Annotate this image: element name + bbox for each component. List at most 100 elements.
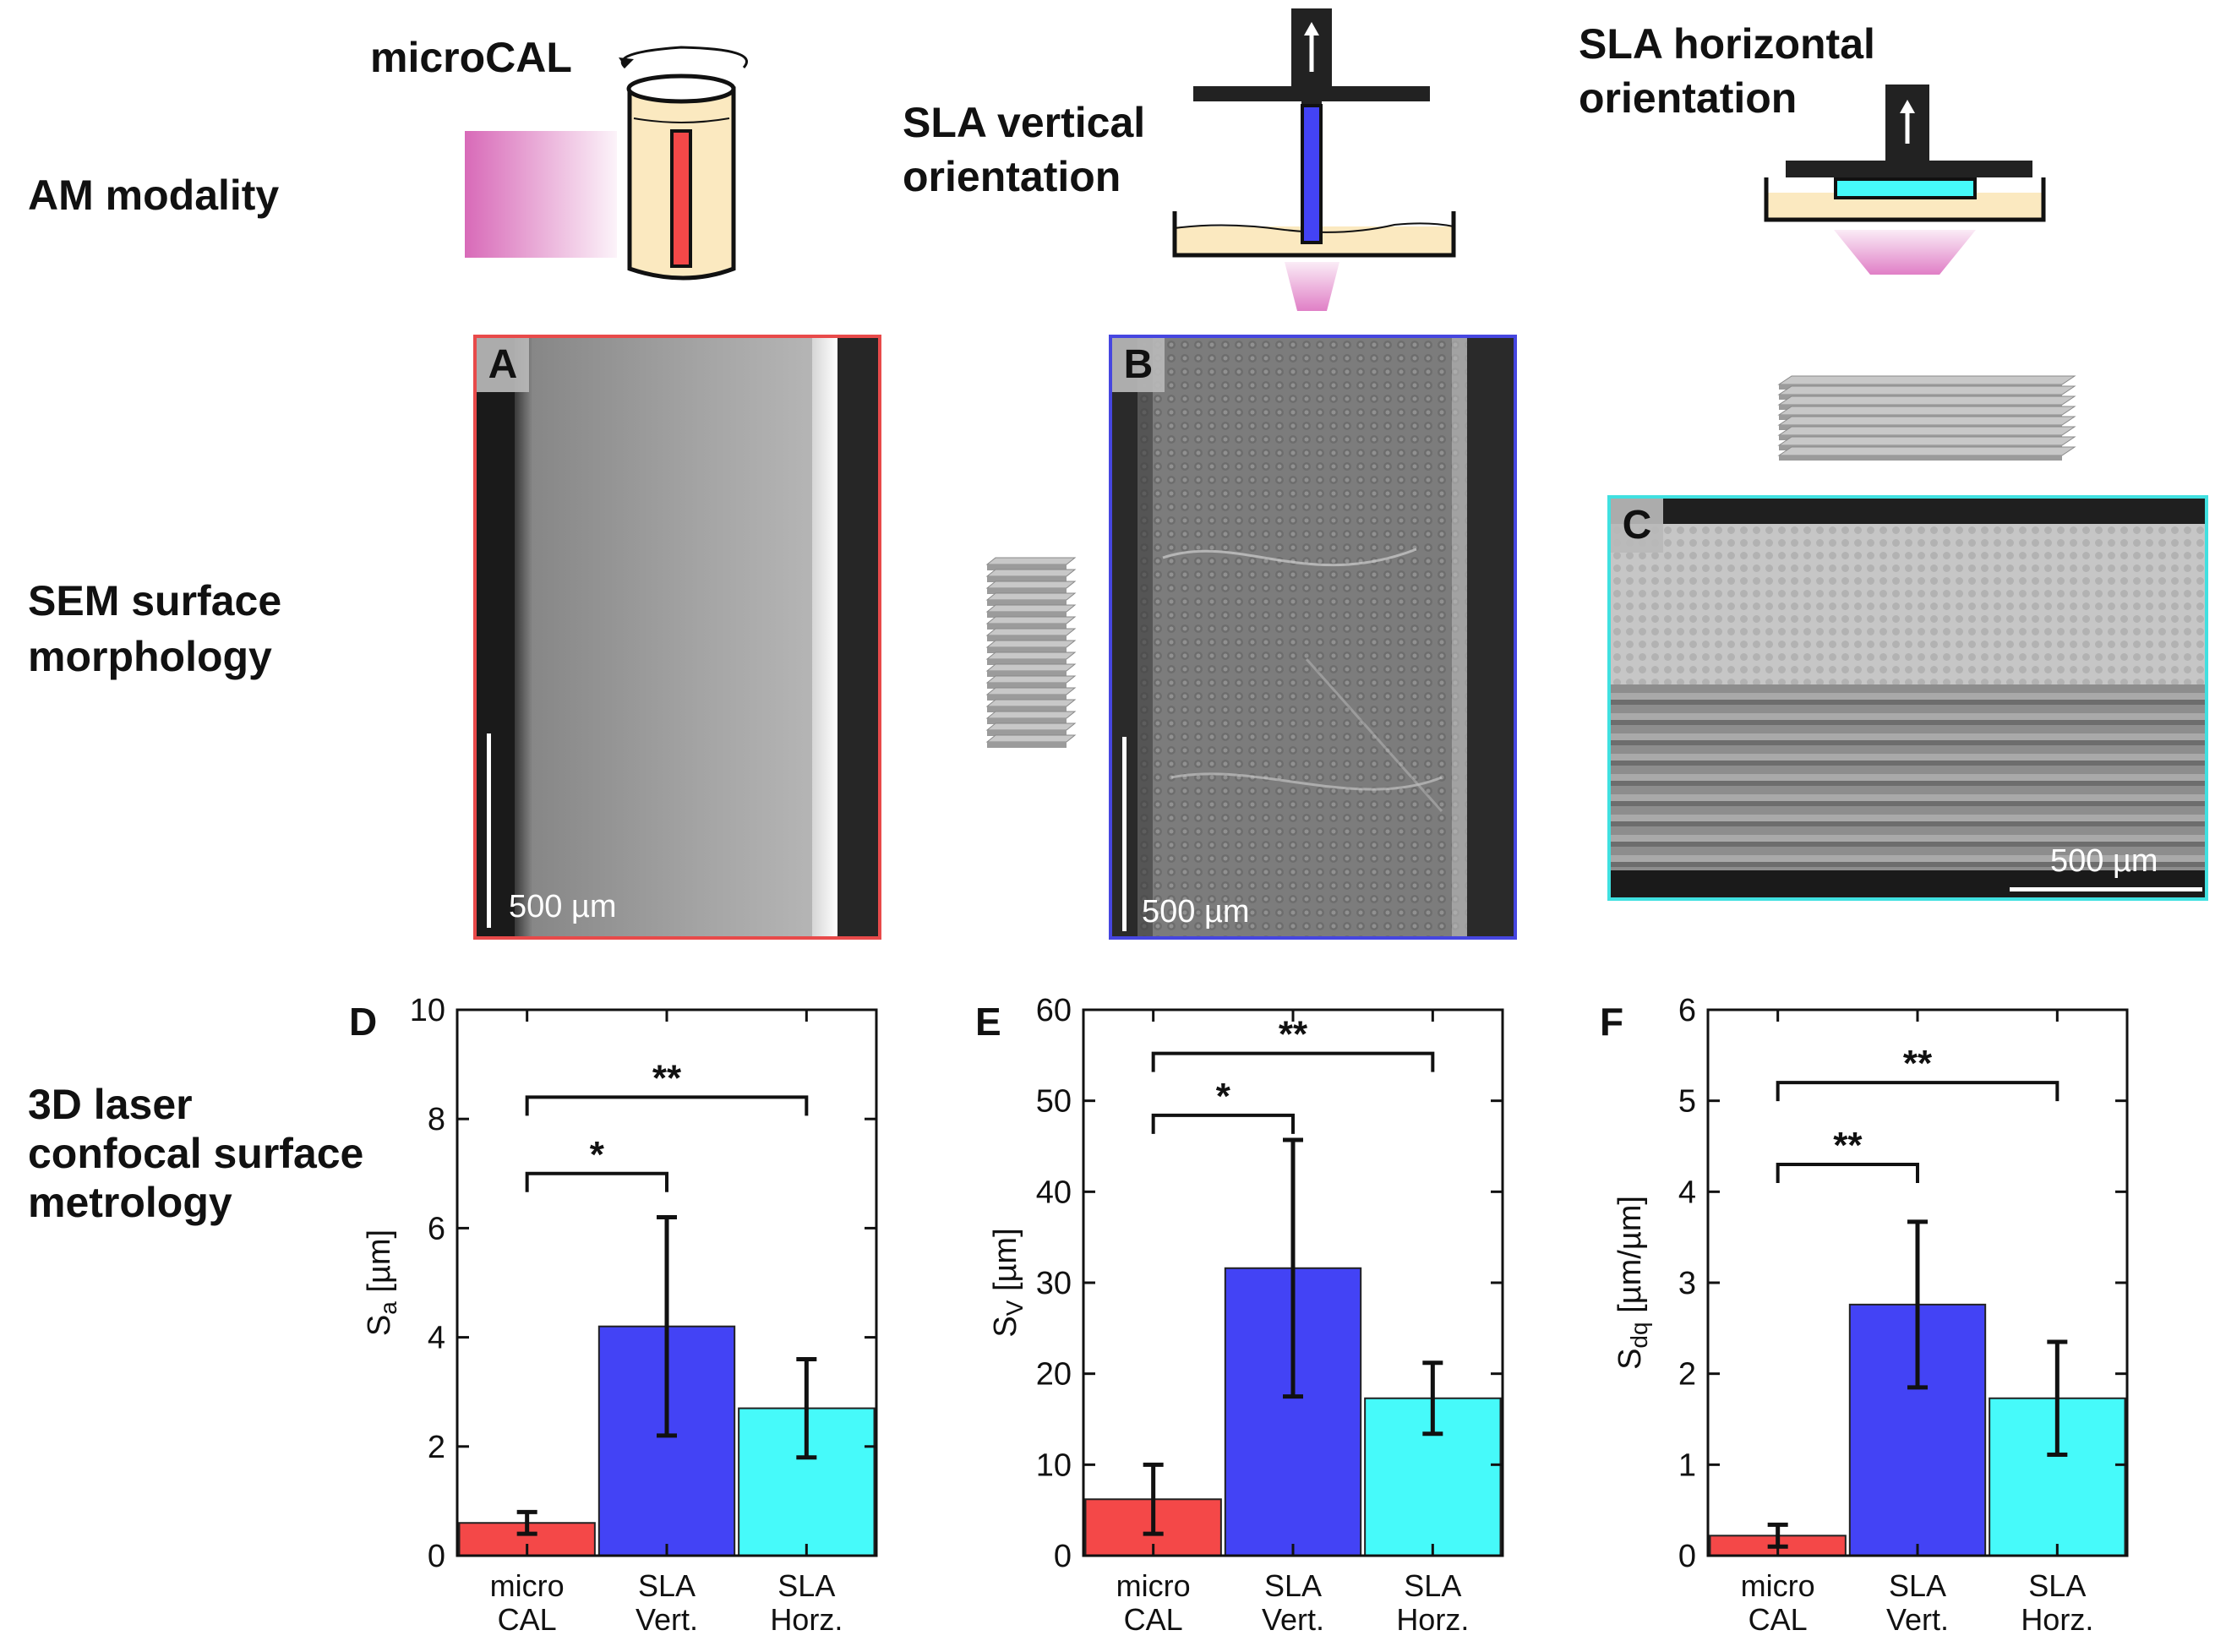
y-tick-label: 20 xyxy=(1036,1357,1072,1393)
y-tick-label: 4 xyxy=(1678,1175,1696,1210)
sem-image-a: A 500 µm xyxy=(473,335,881,940)
microcal-schematic xyxy=(465,46,748,281)
y-tick-label: 5 xyxy=(1678,1084,1696,1120)
x-tick-label: micro xyxy=(1741,1568,1815,1603)
y-axis-label: Sa [µm] xyxy=(362,1229,401,1336)
scale-label-b: 500 µm xyxy=(1142,894,1250,930)
sla-vertical-label: SLA vertical orientation xyxy=(903,99,1146,200)
scale-bar-c xyxy=(2010,887,2202,891)
scale-label-a: 500 µm xyxy=(509,889,617,924)
significance-label: ** xyxy=(1903,1043,1933,1084)
stack-layer-edge xyxy=(987,564,1067,570)
light-projection-horizontal xyxy=(1834,230,1976,275)
significance-bracket xyxy=(1151,1051,1435,1072)
build-plate-vertical xyxy=(1193,86,1430,101)
x-tick-label: CAL xyxy=(1124,1602,1183,1637)
stack-layer-edge xyxy=(987,742,1067,748)
stack-layer-edge xyxy=(987,624,1067,630)
x-tick-label: SLA xyxy=(2028,1568,2086,1603)
light-projection-left xyxy=(465,131,617,258)
x-tick-label: micro xyxy=(1116,1568,1191,1603)
sem-image-b: B 500 µm xyxy=(1109,335,1517,940)
stack-layer-edge xyxy=(987,647,1067,653)
y-axis-label: Sdq [µm/µm] xyxy=(1612,1196,1652,1370)
y-tick-label: 4 xyxy=(428,1321,445,1356)
light-projection-vertical xyxy=(1285,262,1339,311)
stack-layer-edge xyxy=(987,706,1067,712)
stack-layer-edge xyxy=(987,659,1067,665)
row-label-am-modality: AM modality xyxy=(28,172,280,219)
x-tick-label: Horz. xyxy=(2021,1602,2093,1637)
vial-opening xyxy=(626,74,736,104)
x-tick-label: SLA xyxy=(638,1568,696,1603)
significance-bracket xyxy=(525,1095,809,1116)
significance-bracket xyxy=(1151,1113,1295,1134)
y-tick-label: 3 xyxy=(1678,1266,1696,1301)
scale-bar-b xyxy=(1122,737,1127,931)
stack-layer-edge xyxy=(987,730,1067,736)
sla-horizontal-schematic xyxy=(1764,85,2046,275)
y-tick-label: 2 xyxy=(1678,1357,1696,1393)
x-tick-label: Vert. xyxy=(1886,1602,1949,1637)
y-axis-label: SV [µm] xyxy=(988,1228,1028,1337)
y-tick-label: 10 xyxy=(1036,1448,1072,1483)
y-tick-label: 0 xyxy=(428,1539,445,1574)
x-tick-label: Horz. xyxy=(1396,1602,1469,1637)
y-tick-label: 10 xyxy=(410,993,445,1028)
row-label-sem-morphology: SEM surface morphology xyxy=(28,577,282,680)
microcal-label: microCAL xyxy=(370,34,572,81)
scale-label-c: 500 µm xyxy=(2050,843,2158,879)
scale-bar-a xyxy=(487,733,491,928)
printed-part-blue xyxy=(1301,104,1323,244)
significance-label: ** xyxy=(652,1057,682,1099)
stack-layer-edge xyxy=(987,612,1067,618)
printed-part-cyan xyxy=(1834,177,1977,199)
y-tick-label: 0 xyxy=(1054,1539,1072,1574)
x-tick-label: CAL xyxy=(498,1602,557,1637)
x-tick-label: SLA xyxy=(1889,1568,1946,1603)
significance-label: ** xyxy=(1279,1014,1308,1055)
layer-stack-vertical-icon xyxy=(985,557,1077,748)
y-tick-label: 6 xyxy=(428,1211,445,1246)
stack-layer-edge xyxy=(1779,455,2062,461)
significance-label: * xyxy=(590,1134,605,1175)
sla-vertical-schematic xyxy=(1172,8,1456,311)
y-tick-label: 30 xyxy=(1036,1266,1072,1301)
stack-layer-edge xyxy=(987,683,1067,689)
stack-layer-edge xyxy=(987,600,1067,606)
chart-e: 0102030405060microCALSLAVert.SLAHorz.SV … xyxy=(975,993,1504,1637)
panel-letter: D xyxy=(349,1000,377,1044)
stack-layer-edge xyxy=(987,695,1067,701)
stack-layer-edge xyxy=(987,576,1067,582)
printed-part-red xyxy=(670,129,692,268)
y-tick-label: 50 xyxy=(1036,1084,1072,1120)
y-tick-label: 2 xyxy=(428,1430,445,1465)
x-tick-label: SLA xyxy=(777,1568,835,1603)
panel-letter: F xyxy=(1600,1000,1623,1044)
significance-bracket xyxy=(1776,1163,1919,1184)
build-plate-horizontal xyxy=(1786,161,2032,177)
y-tick-label: 6 xyxy=(1678,993,1696,1028)
y-tick-label: 8 xyxy=(428,1102,445,1137)
stack-layer-edge xyxy=(987,718,1067,724)
y-tick-label: 1 xyxy=(1678,1448,1696,1483)
y-tick-label: 40 xyxy=(1036,1175,1072,1210)
stack-layer-edge xyxy=(987,671,1067,677)
significance-label: ** xyxy=(1833,1125,1863,1166)
sem-image-c: C 500 µm xyxy=(1607,495,2208,901)
x-tick-label: Vert. xyxy=(1262,1602,1324,1637)
panel-letter: E xyxy=(975,1000,1001,1044)
y-tick-label: 60 xyxy=(1036,993,1072,1028)
x-tick-label: CAL xyxy=(1749,1602,1808,1637)
significance-bracket xyxy=(1776,1081,2060,1102)
x-tick-label: micro xyxy=(490,1568,565,1603)
sem-panel-letter-b: B xyxy=(1112,338,1165,392)
stack-layer-edge xyxy=(987,635,1067,641)
x-tick-label: SLA xyxy=(1404,1568,1461,1603)
stack-layer-edge xyxy=(987,588,1067,594)
sem-panel-letter-c: C xyxy=(1611,499,1663,553)
